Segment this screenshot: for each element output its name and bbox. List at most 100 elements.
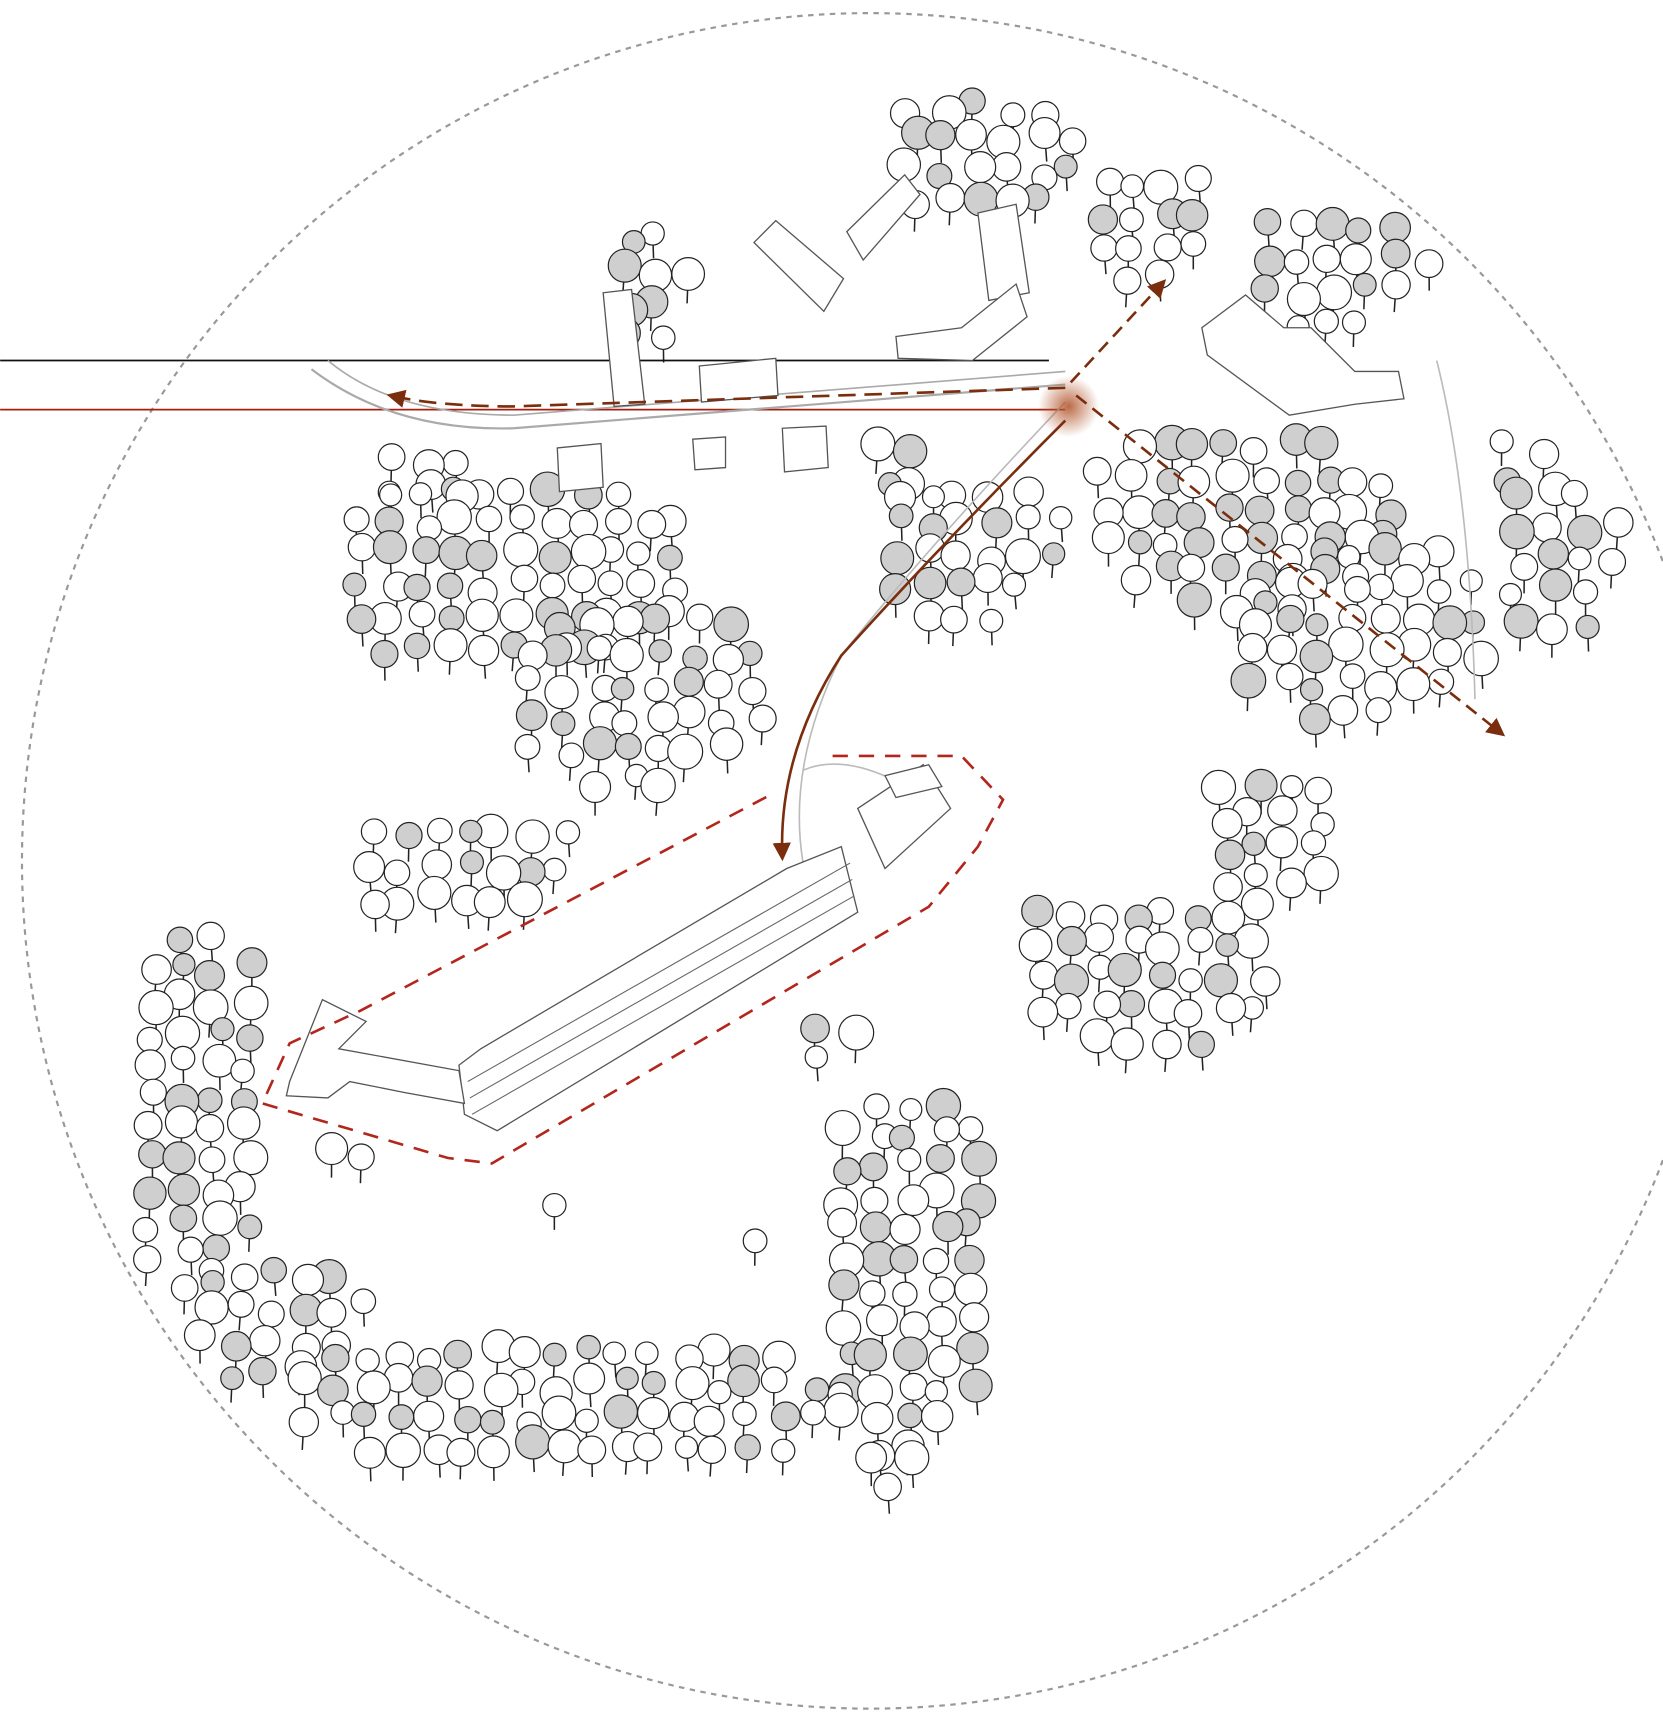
tree	[860, 1401, 894, 1435]
tree	[1173, 998, 1203, 1028]
tree	[1237, 632, 1268, 663]
tree	[899, 1311, 930, 1342]
tree	[515, 699, 548, 732]
tree	[510, 564, 539, 593]
tree	[438, 605, 465, 632]
tree	[550, 711, 576, 737]
tree	[579, 770, 612, 804]
tree	[372, 530, 407, 565]
tree	[508, 1336, 541, 1369]
tree	[421, 849, 453, 880]
tree	[408, 600, 436, 628]
tree	[237, 1214, 263, 1240]
tree	[925, 120, 956, 151]
tree	[1250, 274, 1279, 303]
tree	[634, 1341, 659, 1366]
tree	[542, 857, 567, 882]
tree	[648, 639, 673, 663]
tree	[1110, 1027, 1144, 1061]
terraces	[467, 862, 855, 1115]
tree	[1000, 102, 1026, 128]
tree	[177, 1236, 204, 1263]
tree	[1107, 952, 1142, 988]
building	[781, 425, 829, 473]
tree	[1015, 504, 1041, 530]
tree	[1240, 887, 1274, 921]
tree	[1284, 469, 1312, 497]
tree	[436, 499, 472, 535]
tree	[1510, 552, 1539, 581]
tree	[347, 532, 377, 562]
tree	[827, 1207, 858, 1238]
tree	[1304, 776, 1333, 805]
tree	[1432, 637, 1462, 668]
tree	[1041, 542, 1066, 566]
tree	[1091, 520, 1125, 555]
tree	[1298, 703, 1331, 736]
tree	[610, 676, 635, 701]
tree	[412, 536, 441, 565]
tree	[605, 481, 632, 508]
tree	[748, 704, 777, 733]
tree	[673, 666, 704, 697]
tree	[742, 1228, 768, 1254]
tree	[220, 1366, 245, 1391]
tree	[626, 541, 651, 566]
tree	[925, 1143, 955, 1174]
tree	[1368, 473, 1394, 499]
tree	[1365, 697, 1392, 724]
tree	[475, 505, 503, 533]
tree	[465, 539, 498, 572]
tree	[894, 1440, 930, 1476]
tree	[954, 1272, 988, 1306]
tree	[1200, 769, 1237, 806]
tree	[863, 1093, 890, 1120]
tree	[1175, 427, 1209, 461]
tree	[1001, 572, 1027, 597]
tree	[913, 566, 947, 600]
tree	[1178, 968, 1203, 993]
tree	[555, 820, 581, 845]
tree	[732, 1401, 757, 1427]
tree	[164, 1105, 199, 1139]
tree	[1241, 831, 1266, 856]
tree	[202, 1200, 238, 1237]
tree	[925, 1306, 957, 1337]
tree	[1368, 532, 1402, 566]
tree	[403, 573, 431, 602]
tree	[899, 1097, 923, 1122]
tree	[1276, 604, 1305, 634]
tree	[1120, 174, 1145, 199]
tree	[612, 605, 644, 638]
tree	[1120, 564, 1152, 596]
tree	[1233, 923, 1270, 959]
tree	[346, 604, 377, 634]
tree	[426, 817, 453, 844]
tree	[169, 1204, 198, 1233]
tree	[928, 1276, 956, 1303]
tree	[991, 152, 1022, 182]
tree	[1300, 830, 1327, 856]
tree	[1115, 235, 1142, 262]
tree	[1087, 204, 1119, 235]
tree	[880, 541, 915, 576]
tree	[459, 819, 483, 844]
tree	[433, 628, 468, 663]
tree	[467, 634, 500, 667]
tree	[1337, 467, 1368, 497]
tree	[138, 989, 174, 1026]
tree	[800, 1399, 826, 1426]
tree	[227, 1290, 255, 1318]
tree	[506, 881, 543, 918]
building-wing	[285, 998, 466, 1105]
tree	[1305, 613, 1329, 637]
tree	[1122, 495, 1156, 530]
tree	[353, 1436, 386, 1469]
tree	[403, 632, 431, 660]
tree	[1339, 663, 1366, 689]
tree	[515, 819, 550, 854]
stream	[1435, 360, 1476, 700]
tree	[138, 1140, 167, 1169]
tree	[636, 1396, 670, 1430]
